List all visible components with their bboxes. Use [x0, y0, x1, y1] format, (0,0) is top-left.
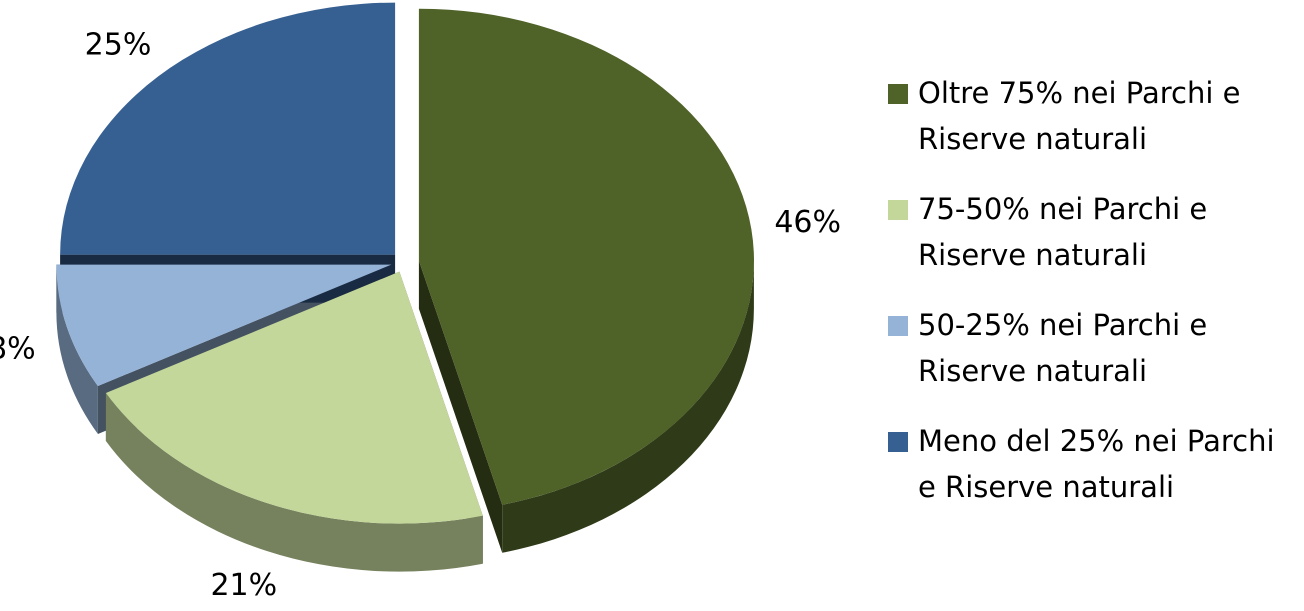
data-label: 46% — [774, 205, 841, 240]
legend-item: Oltre 75% nei Parchi e Riserve naturali — [888, 70, 1300, 186]
legend-item: Meno del 25% nei Parchi e Riserve natura… — [888, 418, 1300, 534]
legend: Oltre 75% nei Parchi e Riserve naturali 7… — [888, 70, 1300, 534]
legend-swatch — [888, 200, 908, 220]
data-label: 25% — [85, 28, 152, 63]
legend-swatch — [888, 432, 908, 452]
slice-side — [105, 393, 483, 572]
slice-side — [56, 264, 98, 434]
data-label: 8% — [0, 331, 36, 366]
pie-slice — [418, 8, 754, 505]
pie-slice — [60, 2, 396, 255]
legend-label: 75-50% nei Parchi e Riserve naturali — [918, 192, 1208, 272]
legend-swatch — [888, 316, 908, 336]
legend-label: Meno del 25% nei Parchi e Riserve natura… — [918, 424, 1275, 504]
pie-slice — [105, 271, 483, 524]
legend-swatch — [888, 84, 908, 104]
legend-label: Oltre 75% nei Parchi e Riserve naturali — [918, 76, 1241, 156]
data-label: 21% — [210, 568, 277, 603]
legend-item: 75-50% nei Parchi e Riserve naturali — [888, 186, 1300, 302]
legend-item: 50-25% nei Parchi e Riserve naturali — [888, 302, 1300, 418]
pie-slice — [56, 264, 392, 386]
slice-side — [502, 260, 754, 553]
legend-label: 50-25% nei Parchi e Riserve naturali — [918, 308, 1208, 388]
slice-wall — [418, 260, 503, 553]
